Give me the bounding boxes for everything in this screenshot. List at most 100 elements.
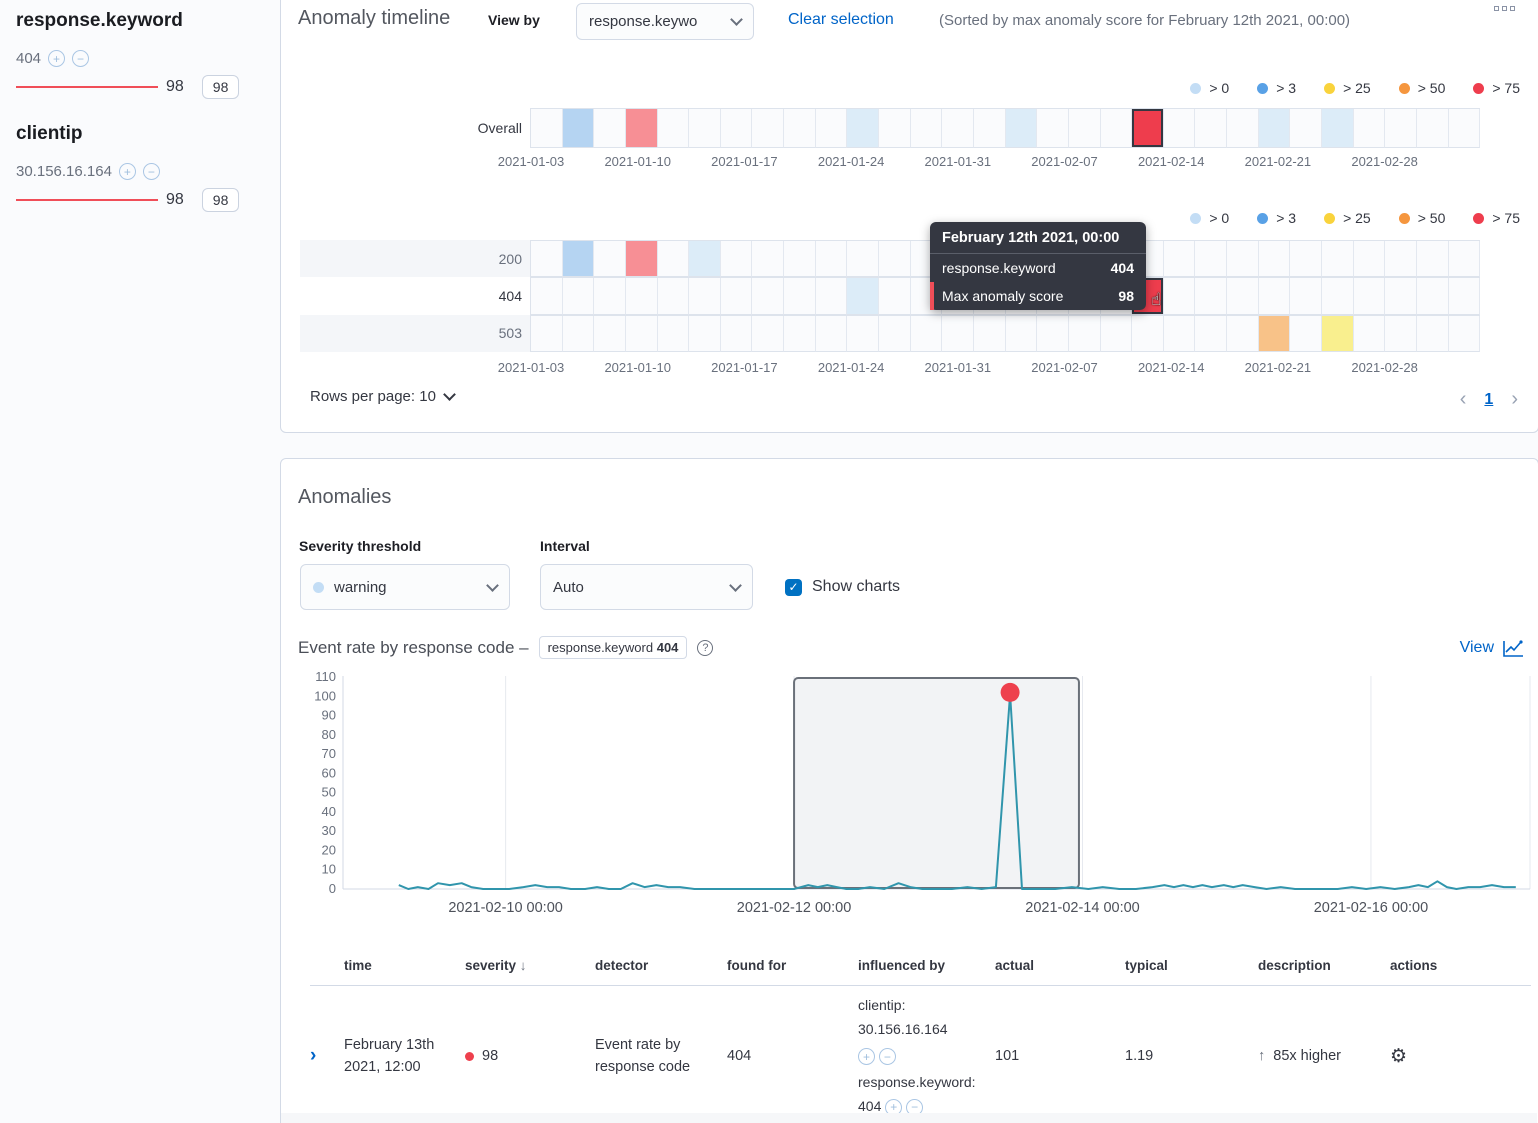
severity-threshold-select[interactable]: warning — [300, 564, 510, 610]
gear-icon[interactable]: ⚙ — [1390, 1045, 1408, 1067]
panel-options-icon[interactable] — [1494, 6, 1515, 11]
event-rate-chart[interactable]: 0 10 20 30 40 50 60 70 80 90 100 110 2021-02-10 00:0… — [300, 668, 1531, 925]
swimlane-cell[interactable] — [1227, 278, 1259, 315]
page-number-button[interactable]: 1 — [1484, 390, 1494, 408]
swimlane-cell[interactable] — [847, 315, 880, 353]
expand-row-icon[interactable]: › — [310, 1045, 317, 1067]
swimlane-cell[interactable] — [1416, 109, 1449, 148]
swimlane-cell[interactable] — [973, 315, 1006, 353]
line-chart-icon[interactable] — [1502, 638, 1524, 658]
table-header-time[interactable]: time — [344, 958, 372, 973]
swimlane-cell[interactable] — [815, 278, 848, 315]
swimlane-cell[interactable] — [1163, 278, 1196, 315]
swimlane-cell[interactable] — [657, 109, 690, 148]
swimlane-cell[interactable] — [1195, 109, 1228, 148]
swimlane-cell[interactable] — [1322, 109, 1354, 148]
table-header-actual[interactable]: actual — [995, 958, 1035, 973]
swimlane-cell[interactable] — [1195, 241, 1228, 278]
interval-select[interactable]: Auto — [540, 564, 753, 610]
swimlane-cell[interactable] — [847, 241, 880, 278]
swimlane-cell[interactable] — [531, 241, 563, 278]
swimlane-cell[interactable] — [1100, 315, 1133, 353]
swimlane-cell[interactable] — [625, 109, 658, 148]
swimlane-cell[interactable] — [1163, 109, 1196, 148]
swimlane-cell[interactable] — [625, 241, 658, 278]
swimlane-cell[interactable] — [562, 241, 595, 278]
swimlane-cell[interactable] — [562, 278, 595, 315]
show-charts-control[interactable]: ✓ Show charts — [785, 578, 900, 596]
swimlane-cell[interactable] — [879, 241, 911, 278]
swimlane-cell[interactable] — [752, 241, 785, 278]
swimlane-cell[interactable] — [531, 315, 563, 353]
swimlane-cell[interactable] — [1258, 109, 1291, 148]
table-header-detector[interactable]: detector — [595, 958, 649, 973]
add-filter-icon[interactable]: + — [48, 50, 66, 67]
swimlane-cell[interactable] — [562, 109, 595, 148]
view-link[interactable]: View — [1459, 639, 1494, 656]
swimlane-cell[interactable] — [1385, 241, 1417, 278]
swimlane-cell[interactable] — [815, 315, 848, 353]
table-header-severity[interactable]: severity ↓ — [465, 958, 527, 973]
swimlane-cell[interactable] — [752, 109, 785, 148]
swimlane-cell[interactable] — [689, 241, 721, 278]
swimlane-cell[interactable] — [1195, 315, 1228, 353]
swimlane-cell[interactable] — [1353, 315, 1386, 353]
swimlane-cell[interactable] — [784, 241, 816, 278]
swimlane-cell[interactable] — [689, 278, 721, 315]
swimlane-cell[interactable] — [784, 278, 816, 315]
swimlane-cell[interactable] — [594, 278, 626, 315]
table-header-actions[interactable]: actions — [1390, 958, 1438, 973]
swimlane-cell[interactable] — [1290, 315, 1323, 353]
swimlane-cell[interactable] — [1290, 241, 1323, 278]
swimlane-cell[interactable] — [720, 241, 753, 278]
swimlane-cell[interactable] — [910, 315, 943, 353]
swimlane-cell[interactable] — [625, 315, 658, 353]
swimlane-cell[interactable] — [689, 109, 721, 148]
swimlane-cell[interactable] — [625, 278, 658, 315]
swimlane-cell[interactable] — [1353, 241, 1386, 278]
swimlane-cell[interactable] — [1005, 109, 1038, 148]
table-header-influenced-by[interactable]: influenced by — [858, 958, 946, 973]
swimlane-cell[interactable] — [1416, 315, 1449, 353]
swimlane-cell[interactable] — [1290, 109, 1323, 148]
swimlane-cell[interactable] — [1322, 315, 1354, 353]
show-charts-checkbox[interactable]: ✓ — [785, 578, 802, 596]
swimlane-cell[interactable] — [1353, 109, 1386, 148]
swimlane-cell[interactable] — [942, 109, 974, 148]
swimlane-cell[interactable] — [752, 315, 785, 353]
swimlane-cell[interactable] — [1100, 109, 1133, 148]
swimlane-cell[interactable] — [1258, 278, 1291, 315]
swimlane-cell[interactable] — [531, 278, 563, 315]
swimlane-cell[interactable] — [784, 315, 816, 353]
swimlane-cell[interactable] — [531, 109, 563, 148]
table-header-description[interactable]: description — [1258, 958, 1331, 973]
swimlane-cell[interactable] — [815, 241, 848, 278]
next-page-button[interactable]: › — [1511, 388, 1518, 410]
swimlane-cell[interactable] — [879, 109, 911, 148]
remove-filter-icon[interactable]: − — [72, 50, 90, 67]
swimlane-cell[interactable] — [1005, 315, 1038, 353]
swimlane-cell[interactable] — [784, 109, 816, 148]
swimlane-cell[interactable] — [1353, 278, 1386, 315]
swimlane-cell[interactable] — [1163, 315, 1196, 353]
table-header-typical[interactable]: typical — [1125, 958, 1168, 973]
swimlane-cell[interactable] — [1448, 278, 1481, 315]
swimlane-cell[interactable] — [1227, 109, 1259, 148]
swimlane-cell[interactable] — [752, 278, 785, 315]
clear-selection-link[interactable]: Clear selection — [788, 11, 894, 28]
swimlane-cell[interactable] — [1037, 315, 1069, 353]
view-by-select[interactable]: response.keywo — [576, 3, 754, 40]
swimlane-cell[interactable] — [973, 109, 1006, 148]
swimlane-cell[interactable] — [720, 109, 753, 148]
swimlane-cell[interactable] — [1068, 109, 1101, 148]
swimlane-cell[interactable] — [1227, 241, 1259, 278]
swimlane-cell[interactable] — [1385, 109, 1417, 148]
swimlane-cell[interactable] — [1448, 315, 1481, 353]
remove-filter-icon[interactable]: − — [142, 163, 160, 180]
swimlane-cell[interactable] — [1258, 315, 1291, 353]
swimlane-cell[interactable] — [1385, 315, 1417, 353]
swimlane-cell[interactable] — [942, 315, 974, 353]
swimlane-cell[interactable] — [879, 278, 911, 315]
swimlane-cell[interactable] — [1322, 278, 1354, 315]
add-filter-icon[interactable]: + — [858, 1048, 875, 1066]
